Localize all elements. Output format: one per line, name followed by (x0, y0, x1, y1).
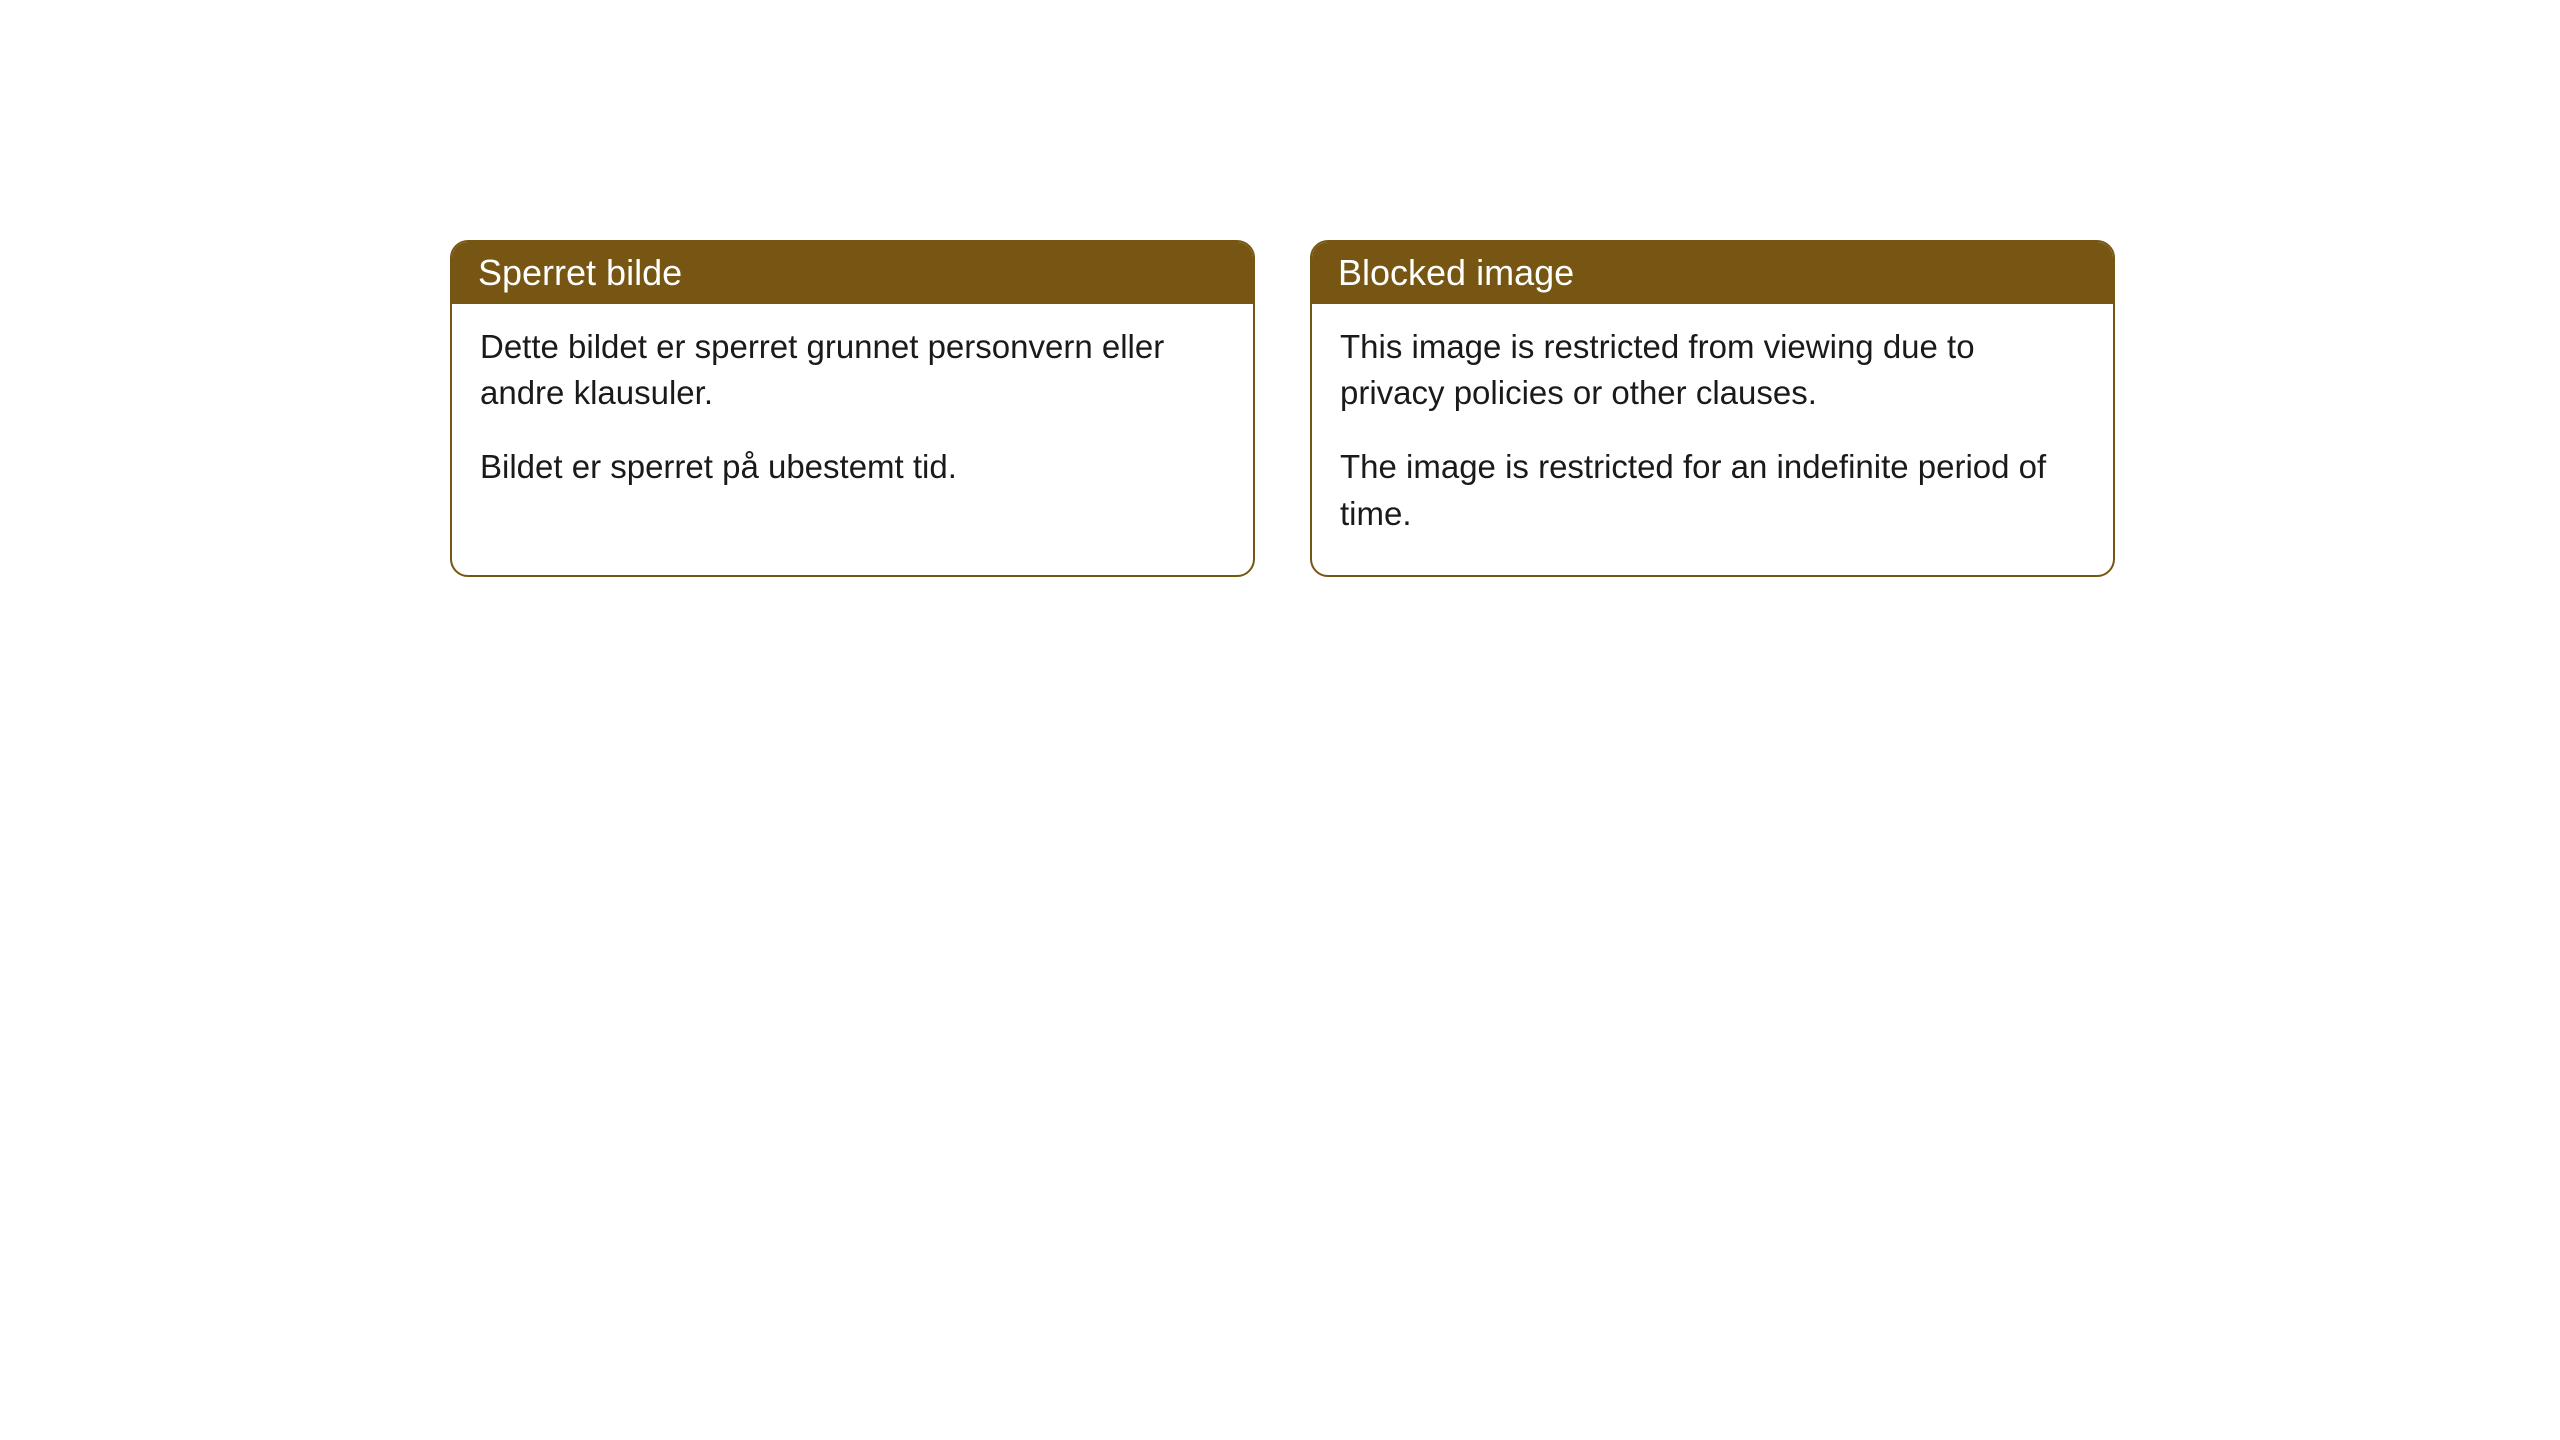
card-title-norwegian: Sperret bilde (478, 252, 682, 293)
card-title-english: Blocked image (1338, 252, 1574, 293)
card-paragraph-english-2: The image is restricted for an indefinit… (1340, 444, 2085, 536)
card-header-norwegian: Sperret bilde (452, 242, 1253, 304)
blocked-image-card-norwegian: Sperret bilde Dette bildet er sperret gr… (450, 240, 1255, 577)
card-paragraph-norwegian-2: Bildet er sperret på ubestemt tid. (480, 444, 1225, 490)
card-paragraph-english-1: This image is restricted from viewing du… (1340, 324, 2085, 416)
card-body-norwegian: Dette bildet er sperret grunnet personve… (452, 304, 1253, 529)
notification-cards-container: Sperret bilde Dette bildet er sperret gr… (450, 240, 2115, 577)
card-paragraph-norwegian-1: Dette bildet er sperret grunnet personve… (480, 324, 1225, 416)
card-header-english: Blocked image (1312, 242, 2113, 304)
card-body-english: This image is restricted from viewing du… (1312, 304, 2113, 575)
blocked-image-card-english: Blocked image This image is restricted f… (1310, 240, 2115, 577)
